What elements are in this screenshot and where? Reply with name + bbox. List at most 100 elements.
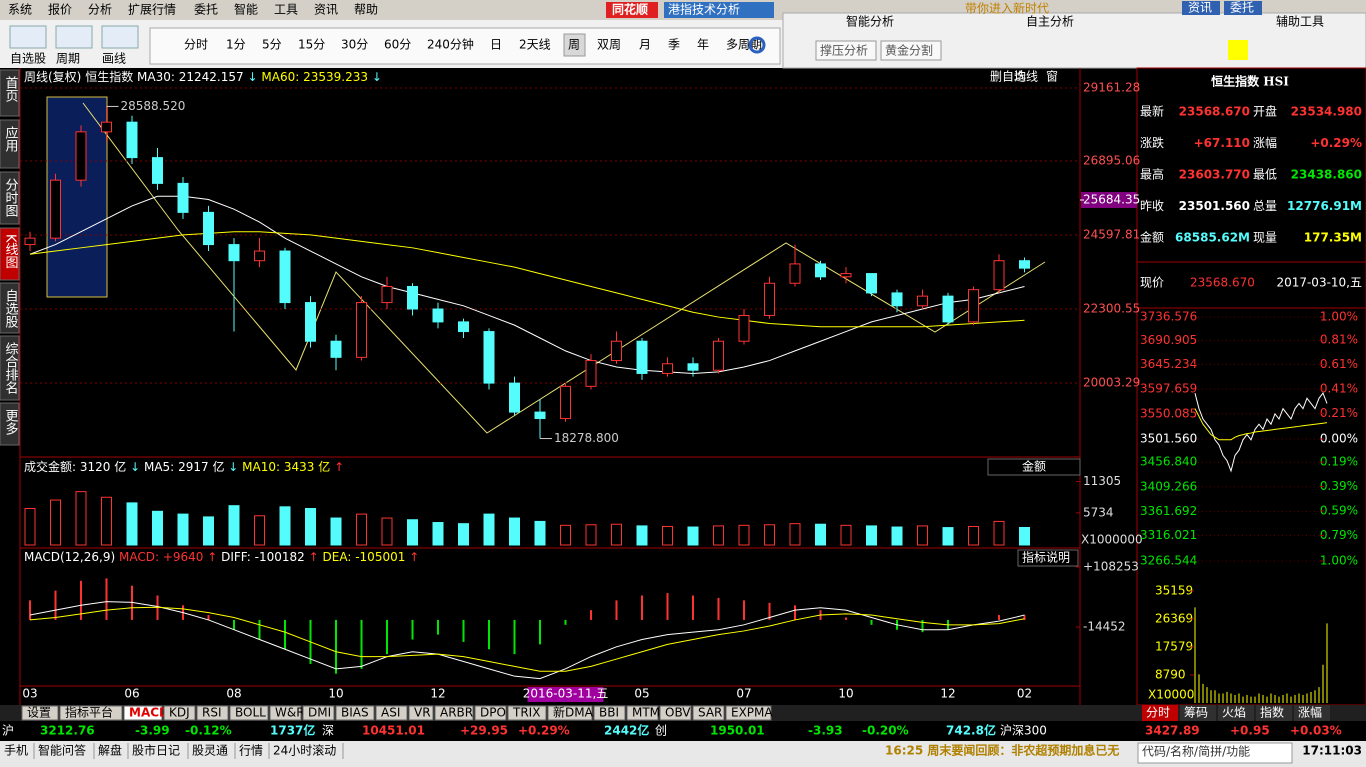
status-item[interactable]: 行情 <box>239 744 263 758</box>
indicator-tab[interactable] <box>659 705 692 721</box>
indicator-tab-label[interactable]: EXPMA <box>731 706 773 720</box>
indicator-tab-label[interactable]: 新DMA <box>553 705 594 720</box>
indicator-tab-label[interactable]: TRIX <box>512 706 540 720</box>
panel-button[interactable] <box>880 40 942 61</box>
right-tab-label[interactable]: 指数 <box>1260 705 1284 720</box>
status-item[interactable]: 手机 <box>4 744 28 758</box>
indicator-tab[interactable] <box>474 705 507 721</box>
tool-icon[interactable] <box>9 25 47 49</box>
period-button[interactable]: 2天线 <box>519 38 551 52</box>
indicator-tab-label[interactable]: RSI <box>202 706 222 720</box>
status-item[interactable]: 股市日记 <box>132 743 180 758</box>
tool-label[interactable]: 自选股 <box>10 52 46 66</box>
chart-button[interactable]: 均线 <box>1014 70 1038 84</box>
top-button[interactable] <box>1182 1 1220 15</box>
right-tab-label[interactable]: 涨幅 <box>1298 705 1322 720</box>
side-tab[interactable] <box>0 227 20 281</box>
indicator-tab[interactable] <box>123 705 163 721</box>
period-button[interactable]: 60分 <box>384 38 411 52</box>
side-tab-label[interactable]: 更多 <box>3 409 19 435</box>
indicator-tab-label[interactable]: KDJ <box>169 706 190 720</box>
tool-icon[interactable] <box>55 25 93 49</box>
color-swatch[interactable] <box>1228 40 1248 60</box>
menu-item[interactable]: 资讯 <box>314 3 338 17</box>
indicator-tab[interactable] <box>547 705 593 721</box>
right-tab[interactable] <box>1180 705 1216 721</box>
menu-item[interactable]: 分析 <box>88 3 112 17</box>
indicator-tab[interactable] <box>434 705 474 721</box>
indicator-tab-label[interactable]: DMI <box>308 706 331 720</box>
status-item[interactable]: 股灵通 <box>192 744 228 758</box>
indicator-button-label[interactable]: 指标说明 <box>1022 550 1070 565</box>
period-button[interactable]: 多周期 <box>726 38 762 52</box>
right-tab-label[interactable]: 筹码 <box>1184 706 1208 720</box>
indicator-tab[interactable] <box>725 705 772 721</box>
period-button[interactable]: 5分 <box>262 38 282 52</box>
menu-item[interactable]: 智能 <box>234 2 258 17</box>
tool-label[interactable]: 周期 <box>56 52 80 66</box>
side-tab[interactable] <box>0 402 20 446</box>
indicator-tab[interactable] <box>375 705 408 721</box>
panel-button-label[interactable]: 撑压分析 <box>820 43 868 58</box>
indicator-tab-label[interactable]: MTM <box>632 706 660 720</box>
right-tab[interactable] <box>1256 705 1292 721</box>
tool-icon[interactable] <box>101 25 139 49</box>
indicator-tab-label[interactable]: 设置 <box>27 706 51 720</box>
indicator-tab-label[interactable]: VR <box>414 706 431 720</box>
status-item[interactable]: 智能问答 <box>38 743 86 758</box>
side-tab-label[interactable]: 自选股 <box>3 289 19 329</box>
side-tab[interactable] <box>0 119 20 169</box>
indicator-button[interactable] <box>1017 549 1079 567</box>
tool-label[interactable]: 画线 <box>102 52 126 66</box>
menu-item[interactable]: 系统 <box>8 3 32 17</box>
top-button-label[interactable]: 资讯 <box>1188 1 1212 15</box>
right-tab-label[interactable]: 分时 <box>1146 706 1170 720</box>
indicator-tab[interactable] <box>163 705 196 721</box>
right-tab[interactable] <box>1142 705 1178 721</box>
right-tab-label[interactable]: 火焰 <box>1222 705 1246 720</box>
side-tab-label[interactable]: 应用 <box>3 125 19 153</box>
period-button[interactable]: 季 <box>668 38 680 52</box>
period-button[interactable]: 1分 <box>226 38 246 52</box>
indicator-tab[interactable] <box>21 705 59 721</box>
indicator-tab-label[interactable]: BIAS <box>341 706 369 720</box>
period-button[interactable]: 周 <box>568 38 580 52</box>
side-tab[interactable] <box>0 335 20 401</box>
indicator-tab-label[interactable]: 指标平台 <box>65 705 113 720</box>
status-item[interactable]: 24小时滚动 <box>273 743 336 758</box>
right-tab[interactable] <box>1218 705 1254 721</box>
indicator-tab-label[interactable]: OBV <box>665 706 691 720</box>
period-button[interactable]: 年 <box>697 38 709 52</box>
search-box[interactable] <box>1137 742 1293 764</box>
selector[interactable] <box>987 458 1081 476</box>
indicator-tab[interactable] <box>335 705 375 721</box>
side-tab-label[interactable]: 分时图 <box>3 178 19 217</box>
indicator-tab[interactable] <box>408 705 434 721</box>
menu-item[interactable]: 扩展行情 <box>128 3 176 17</box>
status-item[interactable]: 解盘 <box>98 743 122 758</box>
indicator-tab-label[interactable]: BBI <box>599 706 619 720</box>
indicator-tab[interactable] <box>626 705 659 721</box>
indicator-tab[interactable] <box>269 705 302 721</box>
period-button[interactable]: 双周 <box>597 38 621 52</box>
period-button[interactable]: 月 <box>639 38 651 52</box>
menu-item[interactable]: 工具 <box>274 3 298 17</box>
period-button[interactable]: 分时 <box>184 38 208 52</box>
side-tab-label[interactable]: 首页 <box>3 76 19 102</box>
side-tab-label[interactable]: 综合排名 <box>3 342 19 394</box>
indicator-tab-label[interactable]: SAR <box>698 706 722 720</box>
news-ticker[interactable]: 16:25 周末要闻回顾：非农超预期加息已无 <box>885 743 1119 758</box>
period-button[interactable]: 30分 <box>341 38 368 52</box>
indicator-tab[interactable] <box>593 705 626 721</box>
search-placeholder[interactable]: 代码/名称/简拼/功能 <box>1142 744 1250 759</box>
side-tab-label[interactable]: K线图 <box>3 234 19 269</box>
panel-button[interactable] <box>815 40 877 61</box>
menu-item[interactable]: 报价 <box>48 2 72 17</box>
top-button[interactable] <box>1224 1 1262 15</box>
indicator-tab-label[interactable]: DPO <box>480 706 506 720</box>
top-button-label[interactable]: 委托 <box>1230 1 1254 15</box>
chart-button[interactable]: 删自选 <box>990 70 1026 84</box>
indicator-tab[interactable] <box>229 705 269 721</box>
selector-label[interactable]: 金额 <box>1022 459 1046 474</box>
indicator-tab-label[interactable]: ASI <box>381 706 400 720</box>
